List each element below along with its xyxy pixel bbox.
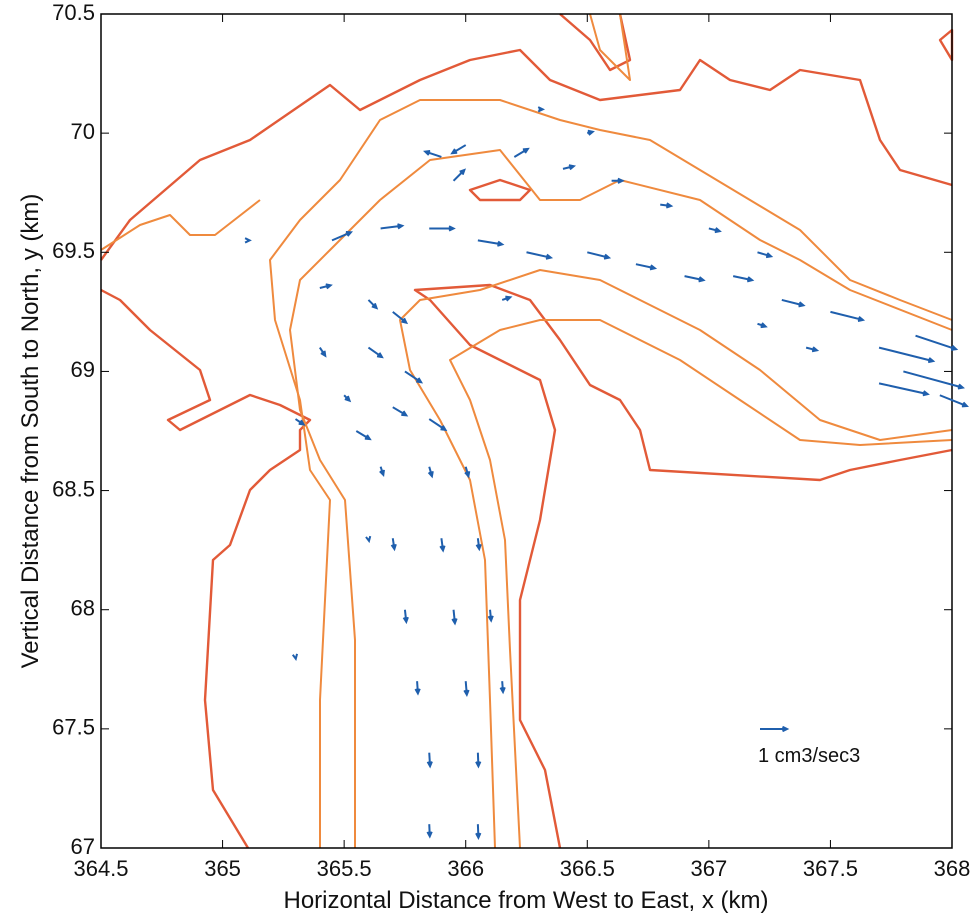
vector-arrow xyxy=(475,824,482,840)
vector-arrow xyxy=(499,681,506,695)
x-tick-label: 365 xyxy=(204,856,241,881)
contour-line xyxy=(100,199,261,251)
y-tick-label: 70 xyxy=(71,119,95,144)
vector-arrow xyxy=(513,147,530,158)
vector-arrow xyxy=(475,752,482,769)
vector-arrow xyxy=(464,466,471,479)
key-label: 1 cm3/sec3 xyxy=(758,745,860,767)
y-tick-label: 67.5 xyxy=(52,715,95,740)
vector-arrow xyxy=(450,144,467,155)
vector-arrow xyxy=(426,824,433,839)
vector-arrow xyxy=(475,538,482,552)
vector-arrow xyxy=(915,334,959,351)
contours xyxy=(100,13,954,849)
vector-arrow xyxy=(878,382,930,397)
vector-arrow xyxy=(291,653,299,661)
key-arrow xyxy=(760,725,790,733)
plot-frame xyxy=(100,13,953,849)
y-tick-label: 68 xyxy=(71,596,95,621)
vector-arrow xyxy=(392,311,409,325)
vector-arrow xyxy=(367,299,379,310)
vector-arrow xyxy=(428,418,448,432)
vector-arrow xyxy=(452,168,466,182)
contour-line xyxy=(449,319,953,849)
vector-arrow xyxy=(423,149,442,158)
vector-arrow xyxy=(355,430,372,441)
vector-arrow xyxy=(331,231,353,242)
vector-arrow xyxy=(732,275,755,283)
vector-arrow xyxy=(587,251,612,260)
x-tick-label: 367 xyxy=(690,856,727,881)
y-axis-label: Vertical Distance from South to North, y… xyxy=(17,194,44,669)
y-tick-label: 70.5 xyxy=(52,0,95,25)
x-tick-label: 368 xyxy=(934,856,971,881)
vector-arrow xyxy=(429,225,456,232)
vector-arrow xyxy=(343,394,352,403)
vector-arrow xyxy=(319,283,333,290)
vector-arrow xyxy=(587,129,595,136)
vector-arrow xyxy=(562,164,577,171)
vector-arrow xyxy=(903,370,965,390)
vector-arrow xyxy=(244,237,252,244)
vector-arrow xyxy=(439,538,446,553)
y-tick-label: 67 xyxy=(71,834,95,859)
x-tick-label: 366 xyxy=(447,856,484,881)
x-tick-label: 364.5 xyxy=(73,856,128,881)
vector-arrow xyxy=(805,346,820,353)
contour-line xyxy=(413,283,953,849)
vector-arrow xyxy=(501,295,513,302)
vector-arrow xyxy=(463,681,470,697)
y-tick-label: 68.5 xyxy=(52,476,95,501)
contour-line xyxy=(468,178,532,202)
vector-arrow xyxy=(367,346,384,359)
vector-arrow xyxy=(451,609,458,626)
contour-line xyxy=(938,28,954,62)
vector-arrow xyxy=(404,370,424,384)
contour-line xyxy=(100,48,953,261)
vector-arrow xyxy=(781,298,806,308)
y-tick-label: 69.5 xyxy=(52,238,95,263)
vector-arrow xyxy=(757,251,774,259)
vector-arrow xyxy=(380,223,405,230)
vector-arrow xyxy=(427,466,434,479)
x-axis-label: Horizontal Distance from West to East, x… xyxy=(283,887,768,914)
vector-arrow xyxy=(830,310,866,322)
vector-arrow xyxy=(660,202,674,209)
contour-line xyxy=(100,288,312,849)
vector-arrow xyxy=(365,535,372,544)
vector-arrow xyxy=(477,239,505,247)
vector-arrow xyxy=(708,227,722,234)
vector-arrow xyxy=(939,394,969,408)
contour-line xyxy=(559,13,632,72)
vector-arrow xyxy=(537,106,546,113)
x-tick-label: 366.5 xyxy=(560,856,615,881)
vector-arrow xyxy=(294,418,306,426)
x-tick-label: 367.5 xyxy=(803,856,858,881)
vector-arrow xyxy=(487,609,494,623)
vector-arrow xyxy=(426,752,433,769)
vector-arrow xyxy=(526,251,554,260)
x-tick-label: 365.5 xyxy=(317,856,372,881)
vector-arrow xyxy=(379,466,385,478)
vector-arrow xyxy=(611,177,625,184)
contour-line xyxy=(399,269,953,849)
contour-line xyxy=(589,13,631,81)
vector-arrow xyxy=(392,406,409,417)
y-tick-label: 69 xyxy=(71,357,95,382)
vector-arrow xyxy=(390,538,397,552)
vector-arrow xyxy=(757,322,768,329)
vector-arrow xyxy=(414,681,421,696)
vector-arrow xyxy=(684,275,706,283)
contour-line xyxy=(269,99,953,848)
vector-arrow xyxy=(635,263,658,271)
vector-arrow xyxy=(878,346,936,364)
vector-arrow xyxy=(402,609,409,625)
vector-arrow xyxy=(318,347,327,358)
contour-line xyxy=(289,149,953,848)
